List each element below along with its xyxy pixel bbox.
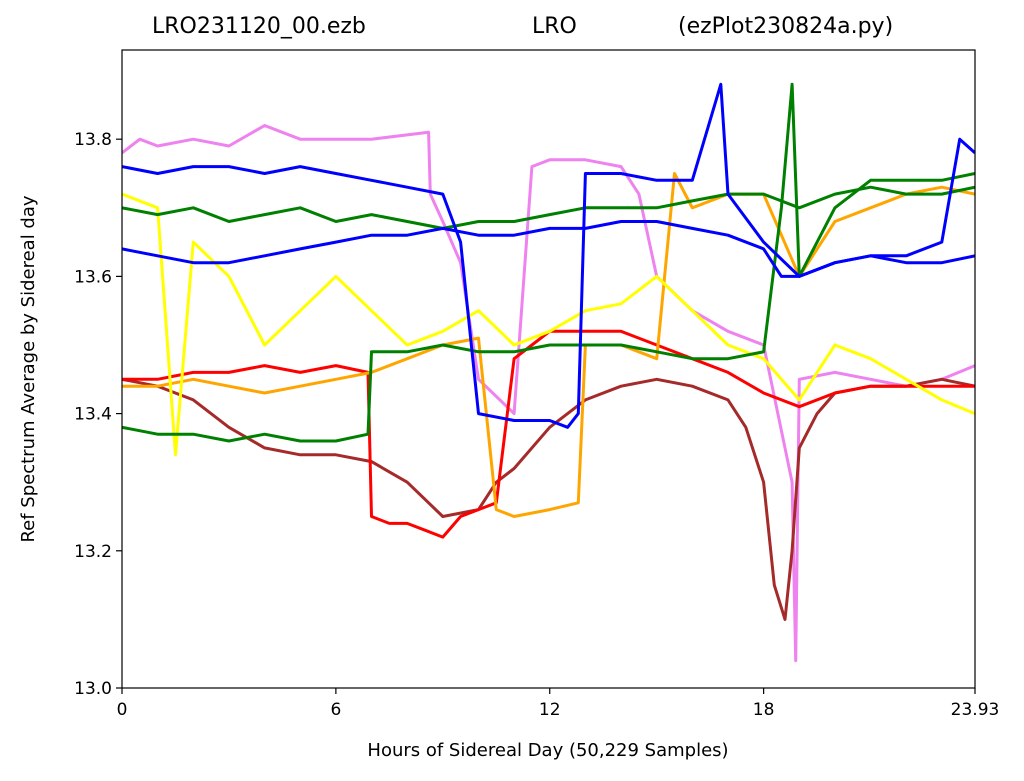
y-tick-label: 13.4 <box>74 405 112 425</box>
y-tick-label: 13.6 <box>74 267 112 287</box>
x-tick-label: 23.93 <box>951 700 1000 720</box>
title-script: (ezPlot230824a.py) <box>678 14 894 39</box>
plot-frame <box>121 49 976 689</box>
y-axis-label: Ref Spectrum Average by Sidereal day <box>18 195 39 542</box>
series-line-0 <box>122 124 975 663</box>
series-line-3 <box>122 172 975 518</box>
series-line-4 <box>122 192 975 457</box>
y-tick-label: 13.8 <box>74 130 112 150</box>
x-tick-label: 18 <box>753 700 775 720</box>
y-tick-label: 13.2 <box>74 542 112 562</box>
series-line-2 <box>122 329 975 539</box>
series-line-6 <box>122 185 975 230</box>
series-line-8 <box>122 220 975 278</box>
x-tick-label: 0 <box>117 700 128 720</box>
title-observatory: LRO <box>532 14 577 39</box>
x-axis-label: Hours of Sidereal Day (50,229 Samples) <box>367 740 728 761</box>
y-tick-label: 13.0 <box>74 679 112 699</box>
series-line-1 <box>122 377 975 621</box>
x-tick-label: 12 <box>539 700 561 720</box>
title-file: LRO231120_00.ezb <box>152 14 366 39</box>
x-tick-label: 6 <box>330 700 341 720</box>
series-line-5 <box>122 82 975 443</box>
